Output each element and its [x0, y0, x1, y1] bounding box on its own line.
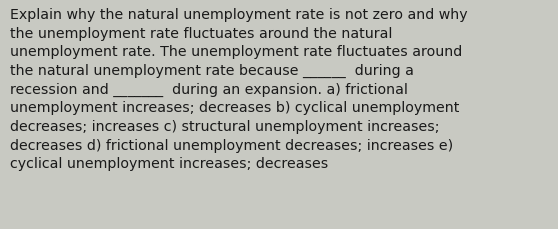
- Text: Explain why the natural unemployment rate is not zero and why
the unemployment r: Explain why the natural unemployment rat…: [10, 8, 468, 171]
